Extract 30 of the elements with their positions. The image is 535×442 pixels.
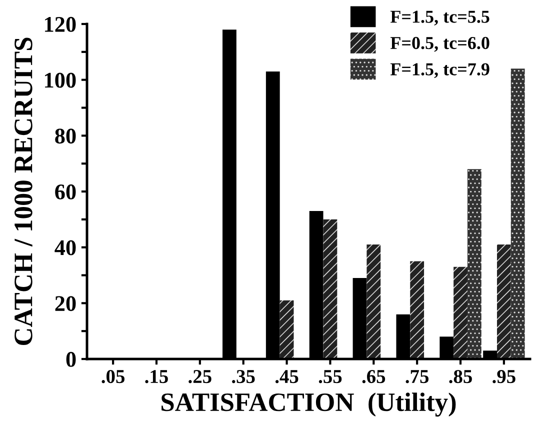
y-tick-label: 0 [66, 352, 76, 367]
legend-label: F=1.5, tc=5.5 [390, 10, 490, 26]
legend-label: F=1.5, tc=7.9 [390, 63, 490, 78]
x-tick-label: .85 [449, 370, 472, 384]
bar [454, 266, 468, 359]
x-tick-label: .25 [188, 370, 212, 384]
y-tick-label: 60 [55, 184, 76, 200]
x-tick-label: .45 [275, 370, 298, 384]
x-tick-label: .55 [318, 370, 342, 384]
bar [510, 68, 525, 359]
y-tick-label: 20 [55, 296, 76, 312]
bar [366, 244, 381, 359]
bar [496, 244, 511, 359]
bar [323, 219, 338, 359]
x-tick-label: .75 [406, 370, 429, 384]
y-tick-label: 120 [45, 16, 76, 32]
legend-label: F=0.5, tc=6.0 [390, 36, 490, 52]
x-tick-label: .95 [492, 370, 516, 384]
bar [410, 261, 424, 359]
y-tick-label: 80 [55, 128, 76, 144]
y-tick-label: 100 [45, 72, 76, 88]
y-tick-label: 40 [54, 240, 76, 256]
x-axis-title: SATISFACTION (Utility) [162, 392, 456, 417]
bar [280, 300, 294, 359]
x-tick-label: .05 [102, 370, 124, 384]
x-tick-label: .15 [145, 370, 168, 384]
y-axis-title: CATCH / 1000 RECRUITS [14, 38, 32, 346]
x-tick-label: .65 [362, 370, 386, 384]
bar [467, 169, 482, 359]
x-tick-label: .35 [232, 370, 255, 384]
